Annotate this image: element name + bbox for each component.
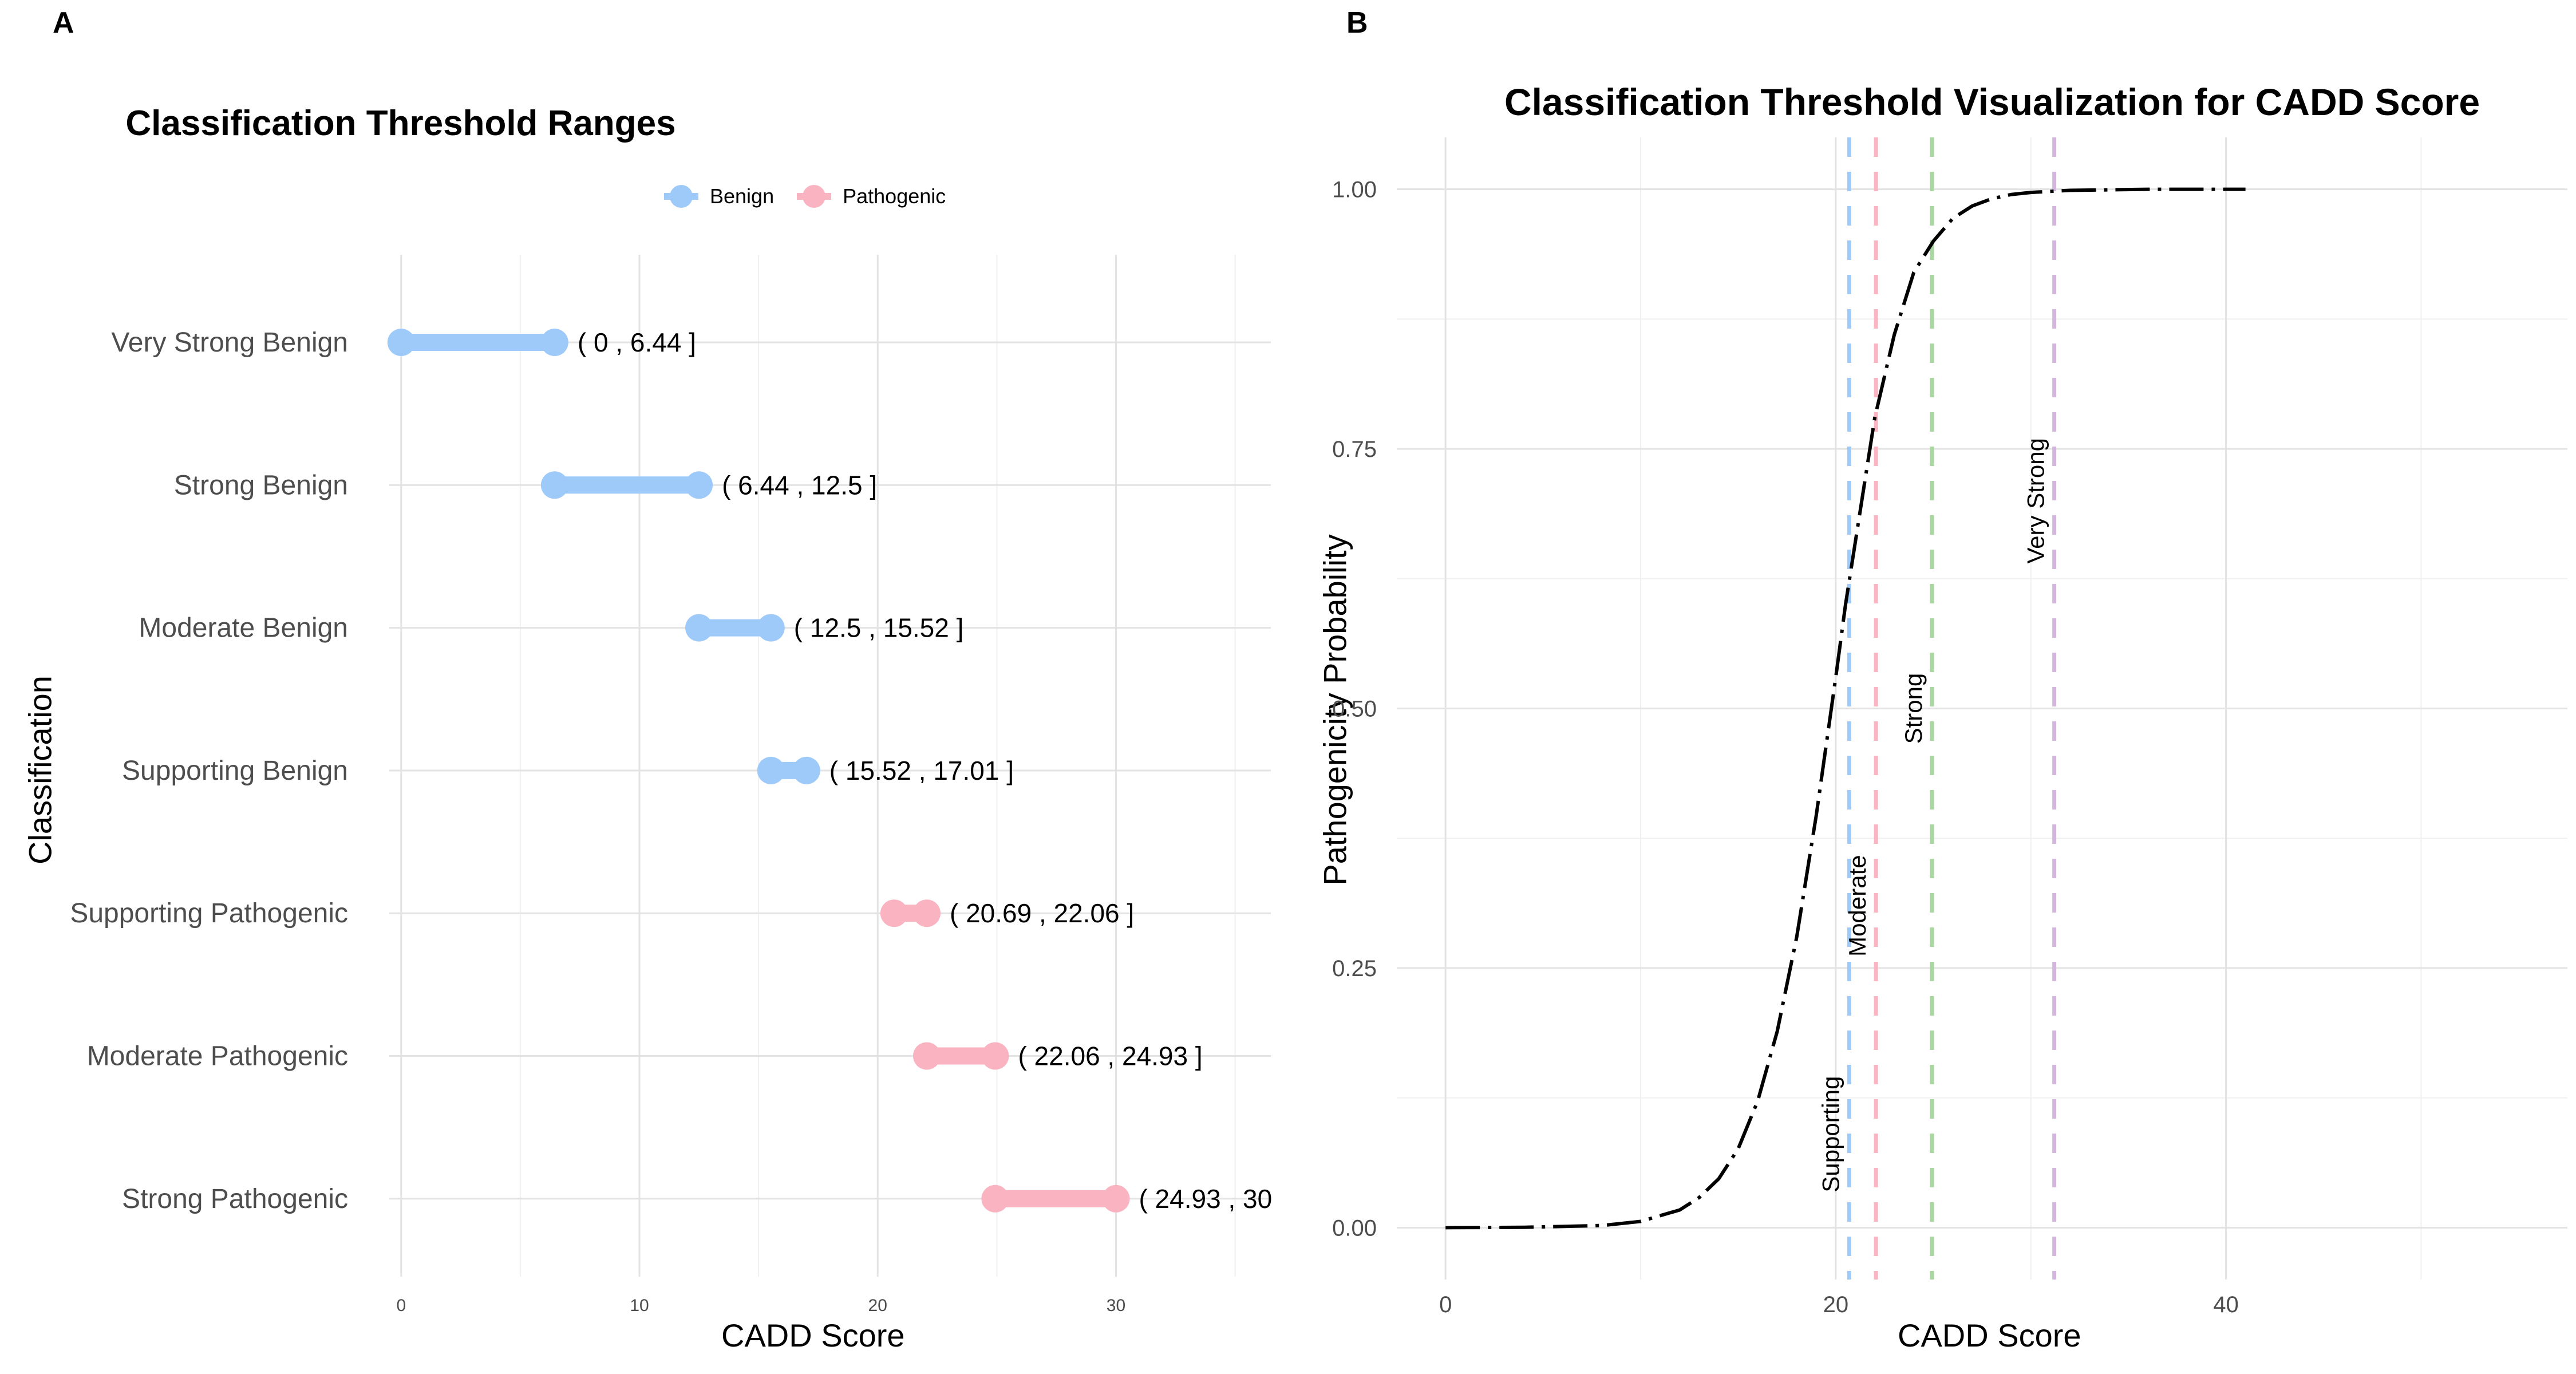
- legend-item-pathogenic: Pathogenic: [797, 184, 946, 208]
- panel-a-legend: Benign Pathogenic: [664, 184, 969, 208]
- panel-b-x-axis-title: CADD Score: [1898, 1317, 2081, 1353]
- y-tick-label: 0.00: [1332, 1215, 1377, 1241]
- threshold-label: Moderate: [1844, 855, 1871, 956]
- range-label: ( 12.5 , 15.52 ]: [794, 613, 964, 643]
- range-label: ( 22.06 , 24.93 ]: [1018, 1041, 1202, 1071]
- x-tick-label: 30: [1107, 1296, 1125, 1315]
- category-label: Moderate Benign: [139, 613, 348, 643]
- panel-a-title: Classification Threshold Ranges: [125, 104, 676, 143]
- legend-label-pathogenic: Pathogenic: [843, 184, 946, 208]
- range-start-point: [387, 329, 415, 356]
- range-end-point: [540, 329, 568, 356]
- probability-curve: [1445, 187, 2246, 1230]
- range-start-point: [912, 1042, 941, 1070]
- range-start-point: [757, 756, 785, 784]
- x-tick-label: 10: [630, 1296, 649, 1315]
- range-end-point: [981, 1042, 1009, 1070]
- range-end-point: [757, 614, 785, 642]
- range-start-point: [981, 1185, 1009, 1213]
- range-label: ( 20.69 , 22.06 ]: [950, 898, 1134, 928]
- legend-key-pathogenic: [797, 185, 832, 208]
- category-label: Supporting Pathogenic: [70, 898, 348, 929]
- range-end-point: [912, 899, 941, 927]
- range-start-point: [540, 471, 568, 499]
- panel-b-title: Classification Threshold Visualization f…: [1504, 81, 2480, 123]
- x-tick-label: 20: [1823, 1292, 1849, 1317]
- x-tick-label: 40: [2213, 1292, 2239, 1317]
- category-label: Strong Benign: [174, 470, 348, 500]
- y-tick-label: 0.25: [1332, 956, 1377, 981]
- y-tick-label: 0.75: [1332, 437, 1377, 462]
- x-tick-label: 0: [1439, 1292, 1452, 1317]
- legend-item-benign: Benign: [664, 184, 774, 208]
- range-label: ( 15.52 , 17.01 ]: [829, 756, 1014, 785]
- legend-label-benign: Benign: [710, 184, 775, 208]
- x-tick-label: 0: [396, 1296, 406, 1315]
- range-end-point: [792, 756, 820, 784]
- y-tick-label: 0.50: [1332, 697, 1377, 722]
- category-label: Very Strong Benign: [111, 327, 348, 358]
- threshold-label: Strong: [1900, 673, 1927, 744]
- category-label: Strong Pathogenic: [122, 1184, 348, 1214]
- threshold-label: Supporting: [1817, 1076, 1844, 1193]
- range-label: ( 24.93 , 30: [1139, 1184, 1272, 1214]
- panel-b-letter: B: [1346, 6, 1368, 40]
- threshold-label: Very Strong: [2022, 438, 2049, 563]
- category-label: Supporting Benign: [122, 756, 348, 786]
- category-label: Moderate Pathogenic: [87, 1041, 348, 1072]
- range-start-point: [685, 614, 713, 642]
- range-start-point: [880, 899, 908, 927]
- legend-key-benign: [664, 185, 698, 208]
- range-end-point: [685, 471, 713, 499]
- range-end-point: [1102, 1185, 1130, 1213]
- y-tick-label: 1.00: [1332, 177, 1377, 203]
- panel-a-letter: A: [53, 6, 74, 40]
- x-tick-label: 20: [868, 1296, 887, 1315]
- panel-a-x-axis-title: CADD Score: [721, 1317, 905, 1353]
- range-label: ( 6.44 , 12.5 ]: [722, 470, 877, 500]
- range-label: ( 0 , 6.44 ]: [578, 327, 696, 357]
